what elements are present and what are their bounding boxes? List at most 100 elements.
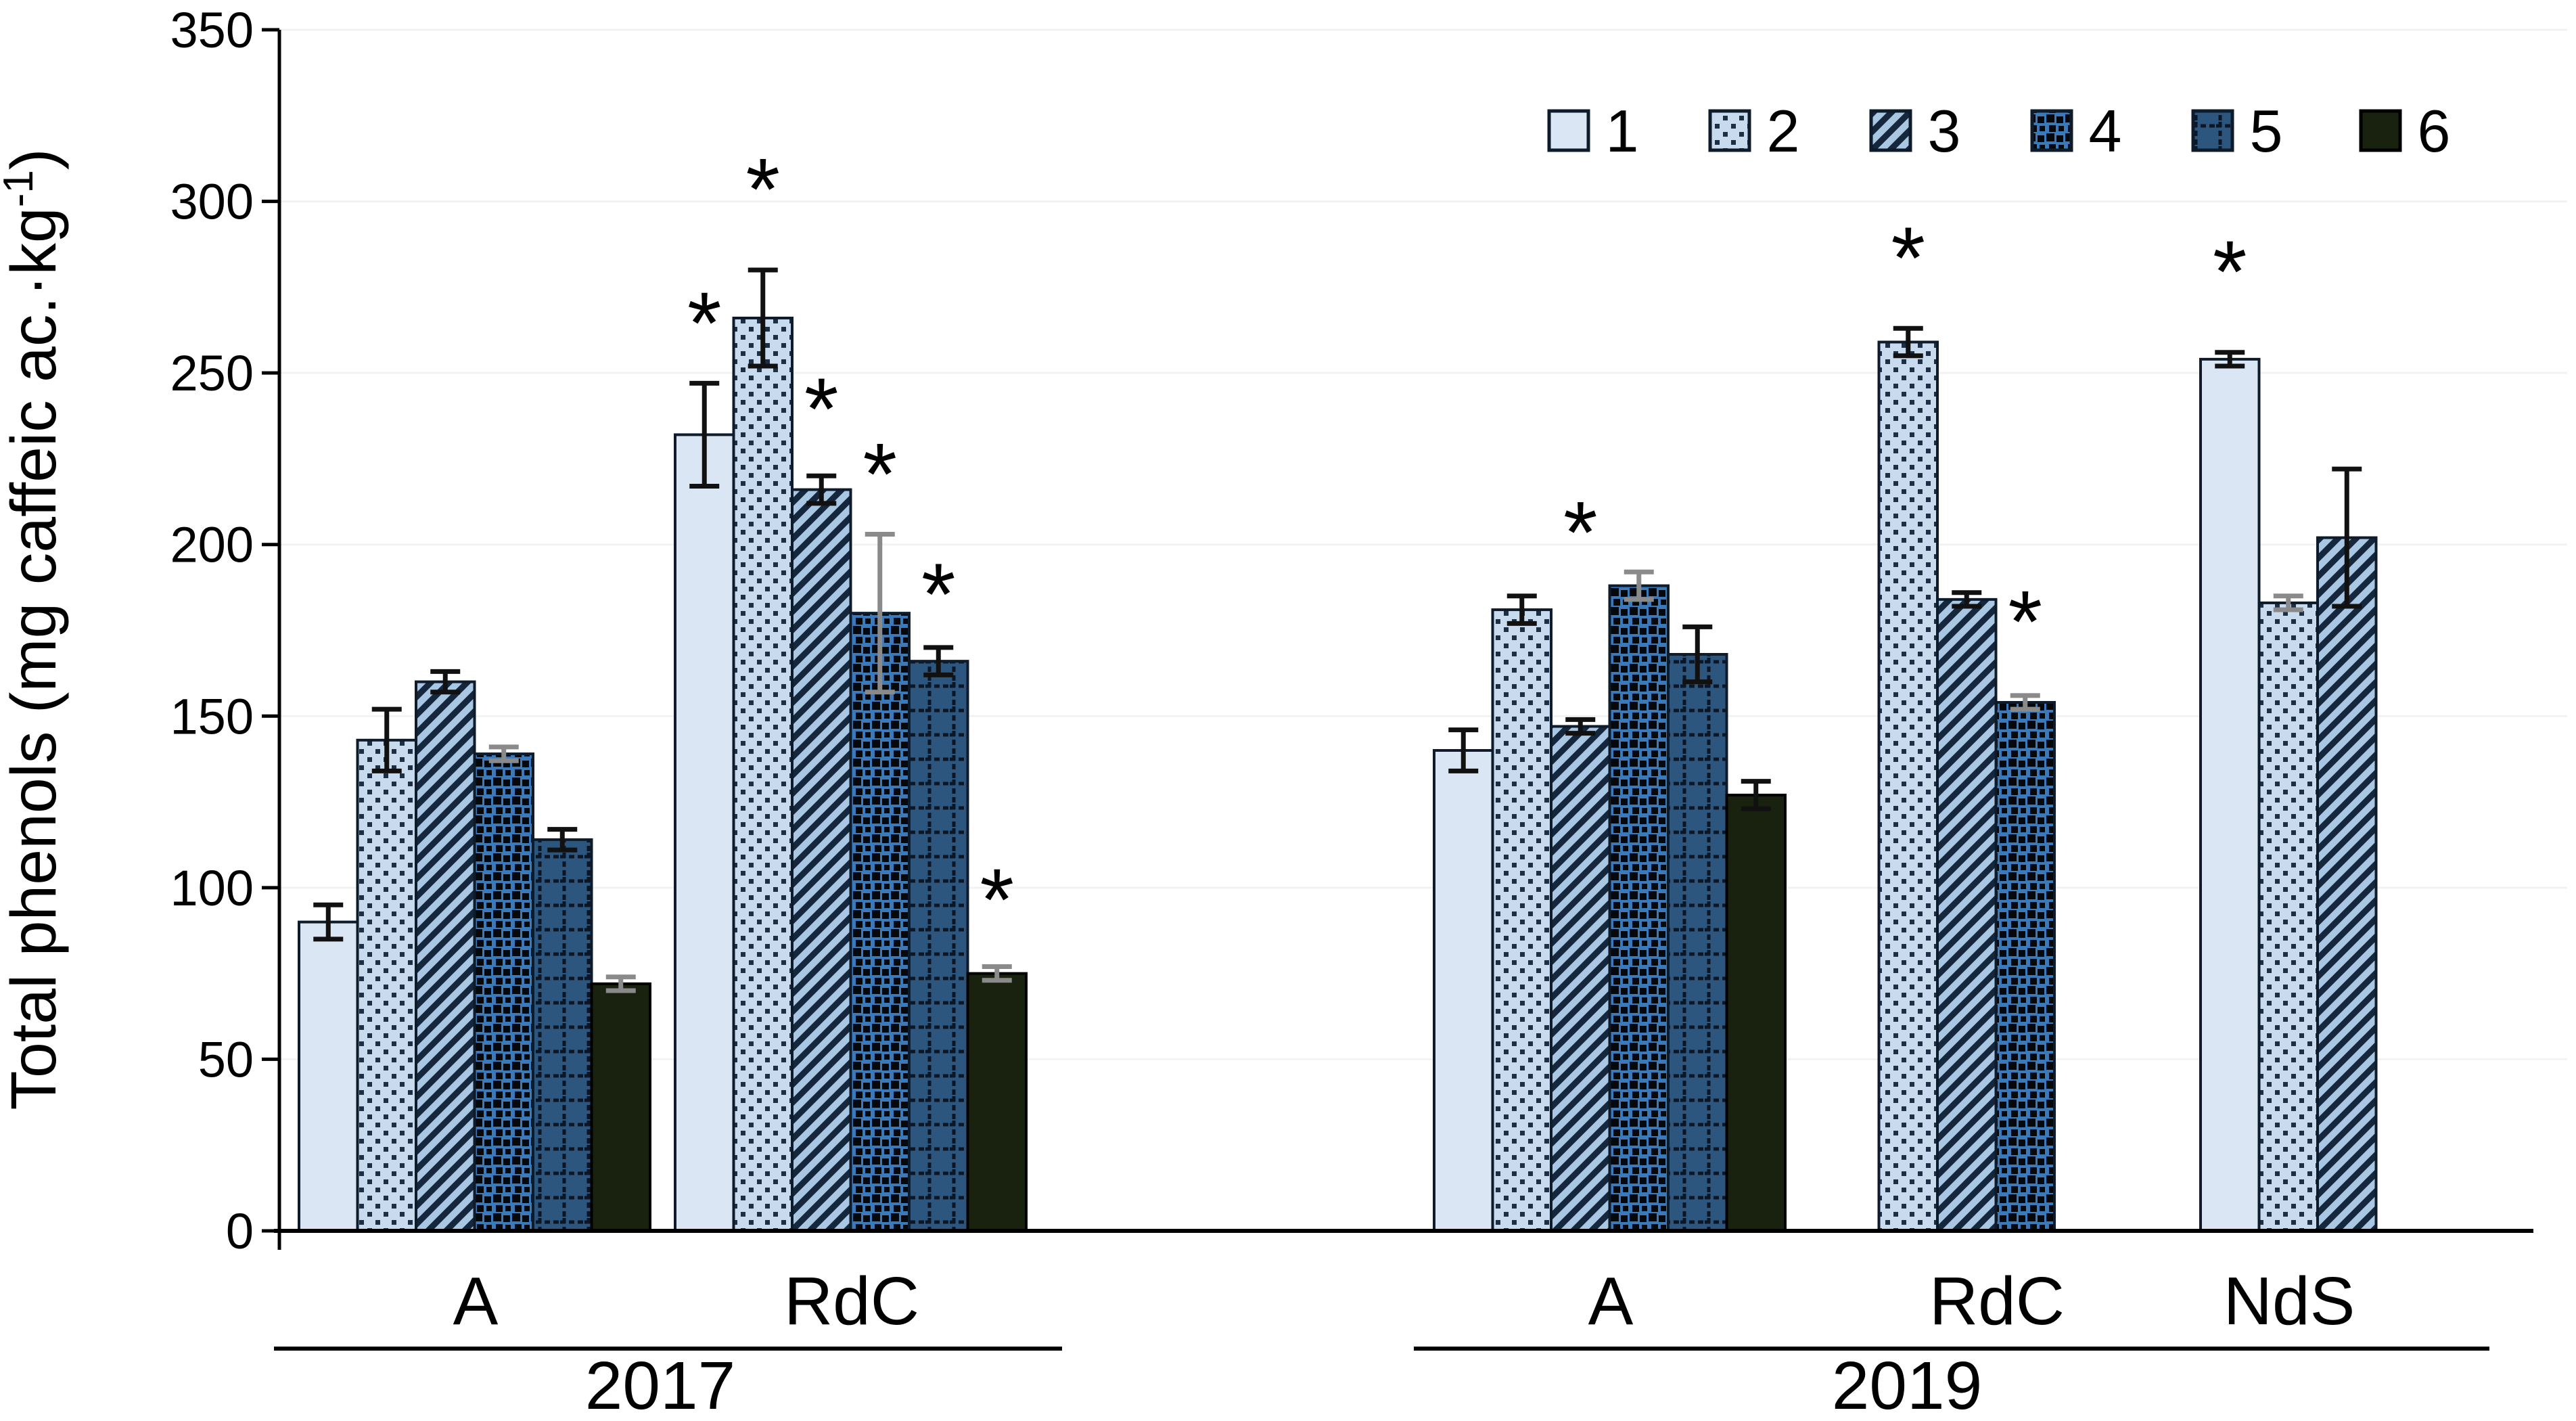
- bar-group-2017-A: [298, 669, 651, 1233]
- legend: 1 2 3 4 5 6: [1547, 97, 2451, 164]
- significance-star-2019-A-series3: *: [1563, 483, 1598, 582]
- year-bands: 2017 2019: [274, 1347, 2489, 1421]
- error-bar-2017-A-series2: [371, 706, 402, 773]
- error-bar-2019-RdC-series4: [2010, 693, 2040, 712]
- bar-2017-RdC-series6: [966, 972, 1028, 1233]
- year-label-2019: 2019: [1832, 1348, 1982, 1421]
- significance-star-2017-RdC-series5: *: [921, 545, 956, 644]
- x-axis-group-labels: A RdC A RdC NdS: [453, 1263, 2355, 1339]
- significance-star-2017-RdC-series4: *: [862, 424, 897, 523]
- bar-2019-RdC-series4: [1994, 701, 2056, 1232]
- legend-item-6: 6: [2359, 97, 2451, 164]
- y-axis-title: Total phenols (mg caffeic ac.·kg-1): [0, 149, 70, 1110]
- legend-item-4: 4: [2030, 97, 2122, 164]
- error-bar-2017-A-series3: [430, 669, 461, 695]
- error-bar-2017-A-series4: [488, 744, 519, 763]
- error-bar-2017-A-series5: [547, 827, 578, 853]
- legend-item-1: 1: [1547, 97, 1639, 164]
- legend-label-2: 2: [1767, 97, 1800, 164]
- legend-label-6: 6: [2418, 97, 2451, 164]
- bar-2017-A-series4: [473, 752, 534, 1233]
- legend-swatch-6: [2359, 109, 2402, 152]
- y-axis-ticks: 0 50 100 150 200 250 300 350: [170, 2, 279, 1259]
- y-tick-label-150: 150: [170, 688, 254, 744]
- error-bar-2019-NdS-series2: [2273, 593, 2303, 612]
- bar-2019-RdC-series3: [1936, 597, 1998, 1232]
- error-bar-2019-NdS-series3: [2332, 466, 2362, 609]
- x-group-label-2019-A: A: [1588, 1263, 1634, 1339]
- bar-2019-NdS-series1: [2199, 357, 2261, 1232]
- error-bar-2019-A-series3: [1565, 717, 1596, 736]
- legend-label-1: 1: [1606, 97, 1639, 164]
- error-bar-2017-RdC-series4: [865, 532, 895, 695]
- x-group-label-2019-RdC: RdC: [1929, 1263, 2065, 1339]
- bar-2017-RdC-series1: [674, 433, 735, 1232]
- gridlines: [279, 28, 2567, 1060]
- y-axis-title-main: Total phenols (mg caffeic ac.·kg: [0, 207, 70, 1110]
- bar-2017-RdC-series3: [791, 488, 852, 1232]
- bar-2017-A-series6: [590, 982, 651, 1233]
- bar-2019-A-series1: [1433, 749, 1494, 1232]
- bar-group-2019-NdS: *: [2199, 222, 2378, 1233]
- error-bar-2017-A-series6: [605, 974, 636, 993]
- bar-2019-A-series2: [1491, 608, 1552, 1232]
- bar-2017-A-series2: [356, 738, 417, 1232]
- x-group-label-2017-A: A: [453, 1263, 499, 1339]
- bar-2017-RdC-series2: [732, 317, 794, 1233]
- significance-star-2017-RdC-series6: *: [980, 850, 1014, 949]
- legend-item-5: 5: [2191, 97, 2283, 164]
- error-bar-2017-RdC-series2: [748, 267, 778, 369]
- y-tick-label-200: 200: [170, 517, 254, 573]
- legend-item-2: 2: [1708, 97, 1800, 164]
- y-tick-label-300: 300: [170, 174, 254, 230]
- y-tick-label-350: 350: [170, 2, 254, 58]
- error-bar-2017-A-series1: [313, 902, 344, 942]
- bar-group-2017-RdC: ******: [674, 139, 1028, 1233]
- axes: [274, 30, 2533, 1250]
- bar-2019-NdS-series2: [2257, 601, 2319, 1232]
- bar-2019-NdS-series3: [2316, 536, 2378, 1233]
- bar-2017-A-series1: [298, 920, 359, 1232]
- bar-group-2019-A: *: [1433, 483, 1787, 1233]
- significance-star-2019-RdC-series2: *: [1891, 208, 1925, 307]
- x-group-label-2019-NdS: NdS: [2224, 1263, 2355, 1339]
- error-bar-2019-A-series2: [1506, 593, 1537, 626]
- error-bar-2019-A-series5: [1682, 624, 1713, 685]
- significance-star-2017-RdC-series2: *: [745, 139, 780, 238]
- y-tick-label-250: 250: [170, 345, 254, 401]
- legend-label-5: 5: [2250, 97, 2283, 164]
- error-bar-2017-RdC-series5: [923, 645, 954, 677]
- legend-swatch-2: [1708, 109, 1751, 152]
- bar-2017-A-series5: [532, 838, 593, 1232]
- significance-star-2019-RdC-series4: *: [2008, 572, 2042, 671]
- error-bar-2019-RdC-series3: [1952, 590, 1982, 609]
- legend-label-4: 4: [2089, 97, 2122, 164]
- significance-star-2017-RdC-series1: *: [687, 273, 722, 372]
- legend-item-3: 3: [1869, 97, 1961, 164]
- legend-label-3: 3: [1928, 97, 1961, 164]
- error-bar-2017-RdC-series6: [982, 964, 1012, 983]
- significance-star-2017-RdC-series3: *: [804, 359, 839, 458]
- error-bar-2019-A-series4: [1624, 569, 1654, 602]
- bar-2019-A-series3: [1550, 725, 1611, 1232]
- bar-2017-RdC-series4: [849, 612, 911, 1232]
- y-axis-title-close: ): [0, 149, 70, 171]
- y-tick-label-0: 0: [226, 1203, 254, 1259]
- legend-swatch-5: [2191, 109, 2234, 152]
- error-bar-2017-RdC-series1: [689, 380, 720, 489]
- legend-swatch-4: [2030, 109, 2073, 152]
- error-bar-2019-A-series6: [1741, 779, 1771, 811]
- x-group-label-2017-RdC: RdC: [784, 1263, 919, 1339]
- bar-2019-A-series4: [1608, 584, 1670, 1232]
- error-bar-2017-RdC-series3: [806, 473, 837, 506]
- bar-2017-A-series3: [415, 680, 476, 1232]
- bar-2019-A-series6: [1725, 793, 1787, 1233]
- bar-2019-RdC-series2: [1877, 340, 1939, 1232]
- bar-2019-A-series5: [1667, 653, 1728, 1232]
- y-tick-label-100: 100: [170, 860, 254, 916]
- bar-series: **********: [298, 139, 2378, 1233]
- y-tick-label-50: 50: [198, 1031, 254, 1087]
- significance-star-2019-NdS-series1: *: [2213, 222, 2247, 321]
